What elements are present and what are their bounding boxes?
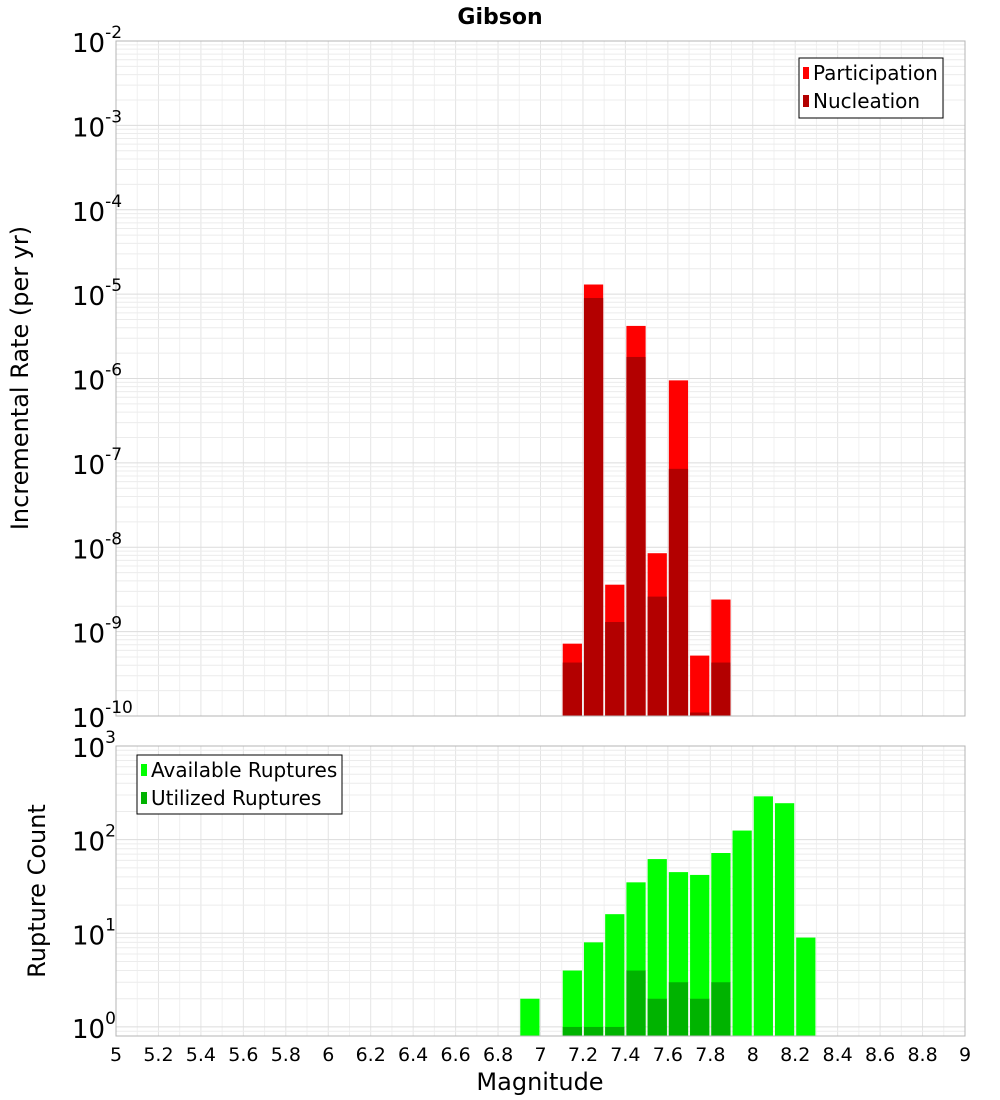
top-bar-nucleation <box>690 712 710 716</box>
bottom-bar-available-ruptures <box>732 830 752 1036</box>
bottom-bar-utilized-ruptures <box>562 1026 582 1036</box>
x-tick-label: 8.6 <box>865 1044 895 1066</box>
bottom-bar-available-ruptures <box>520 998 540 1036</box>
bottom-bar-utilized-ruptures <box>583 1026 604 1036</box>
chart-title: Gibson <box>457 5 542 30</box>
x-tick-label: 9 <box>959 1044 971 1066</box>
y-tick-label: 10-8 <box>72 529 122 565</box>
legend-label-participation: Participation <box>813 61 938 85</box>
top-bar-participation <box>690 655 710 716</box>
y-tick-label: 102 <box>72 822 116 858</box>
x-tick-label: 7.8 <box>695 1044 725 1066</box>
y-tick-label: 101 <box>72 915 116 951</box>
y-tick-label: 10-4 <box>72 192 122 228</box>
bottom-bar-available-ruptures <box>647 859 667 1036</box>
x-tick-label: 8.4 <box>823 1044 853 1066</box>
top-bar-nucleation <box>583 297 604 716</box>
bottom-y-axis-label: Rupture Count <box>23 804 51 978</box>
bottom-bar-utilized-ruptures <box>626 970 646 1036</box>
x-tick-labels: 5 5.2 5.4 5.6 5.8 6 6.2 6.4 6.6 6.8 7 7.2 7.4 7.6 7.8 8… <box>110 1044 971 1066</box>
y-tick-label: 10-9 <box>72 614 122 650</box>
top-bars <box>562 284 731 716</box>
x-tick-label: 8.8 <box>907 1044 937 1066</box>
legend-label-nucleation: Nucleation <box>813 89 920 113</box>
bottom-bar-available-ruptures <box>605 914 625 1036</box>
x-tick-label: 5.2 <box>143 1044 173 1066</box>
legend-swatch-participation <box>803 67 809 79</box>
top-plot-area: 10-10 10-9 10-8 10-7 10-6 10-5 10-4 10-3 10-2 In… <box>6 23 966 734</box>
bottom-bar-available-ruptures <box>774 803 795 1036</box>
x-tick-label: 8 <box>747 1044 759 1066</box>
bottom-plot-area: 100 101 102 103 5 5.2 5.4 5.6 5.8 6 6.2 6.4 6.6 6.8 7… <box>23 728 971 1096</box>
bottom-grid <box>115 745 966 1037</box>
bottom-bar-utilized-ruptures <box>690 998 710 1036</box>
y-tick-label: 10-3 <box>72 107 122 143</box>
y-tick-label: 10-6 <box>72 361 122 397</box>
x-tick-label: 6.8 <box>483 1044 513 1066</box>
x-tick-label: 6.2 <box>356 1044 386 1066</box>
y-tick-label: 10-10 <box>72 698 133 734</box>
legend-swatch-available <box>141 764 147 776</box>
x-tick-label: 5.8 <box>271 1044 301 1066</box>
top-y-axis-label: Incremental Rate (per yr) <box>6 226 34 530</box>
x-tick-label: 5.6 <box>228 1044 258 1066</box>
bottom-bar-utilized-ruptures <box>668 982 689 1036</box>
x-tick-label: 5 <box>110 1044 122 1066</box>
x-axis-label: Magnitude <box>476 1068 603 1096</box>
top-bar-nucleation <box>647 596 667 716</box>
legend-swatch-nucleation <box>803 95 809 107</box>
y-tick-label: 103 <box>72 728 116 764</box>
y-tick-label: 10-2 <box>72 23 122 59</box>
y-tick-label: 10-5 <box>72 276 122 312</box>
legend-label-utilized: Utilized Ruptures <box>151 786 321 810</box>
x-tick-label: 6 <box>322 1044 334 1066</box>
top-bar-nucleation <box>605 622 625 716</box>
top-legend: Participation Nucleation <box>798 57 944 119</box>
x-tick-label: 8.2 <box>780 1044 810 1066</box>
x-tick-label: 7 <box>534 1044 546 1066</box>
bottom-bar-available-ruptures <box>796 937 816 1036</box>
bottom-bar-utilized-ruptures <box>711 982 731 1036</box>
x-tick-label: 5.4 <box>186 1044 216 1066</box>
y-tick-label: 100 <box>72 1009 116 1045</box>
bottom-legend: Available Ruptures Utilized Ruptures <box>136 754 343 815</box>
x-tick-label: 7.4 <box>610 1044 640 1066</box>
bottom-bar-utilized-ruptures <box>647 998 667 1036</box>
bottom-bar-available-ruptures <box>690 874 710 1036</box>
top-bar-nucleation <box>711 662 731 716</box>
bottom-bar-utilized-ruptures <box>605 1026 625 1036</box>
legend-swatch-utilized <box>141 792 147 804</box>
x-tick-label: 6.4 <box>398 1044 428 1066</box>
y-tick-label: 10-7 <box>72 445 122 481</box>
bottom-y-tick-labels: 100 101 102 103 <box>72 728 116 1045</box>
top-grid <box>115 40 966 717</box>
bottom-bar-available-ruptures <box>562 970 582 1036</box>
x-tick-label: 7.6 <box>653 1044 683 1066</box>
x-tick-label: 7.2 <box>568 1044 598 1066</box>
bottom-bar-available-ruptures <box>753 796 773 1036</box>
bottom-bars <box>520 796 816 1036</box>
top-y-tick-labels: 10-10 10-9 10-8 10-7 10-6 10-5 10-4 10-3 10-2 <box>72 23 133 734</box>
top-bar-nucleation <box>562 662 582 716</box>
legend-label-available: Available Ruptures <box>151 758 337 782</box>
x-tick-label: 6.6 <box>440 1044 470 1066</box>
top-bar-nucleation <box>626 356 646 716</box>
top-bar-nucleation <box>668 468 689 716</box>
bottom-bar-available-ruptures <box>583 942 604 1036</box>
